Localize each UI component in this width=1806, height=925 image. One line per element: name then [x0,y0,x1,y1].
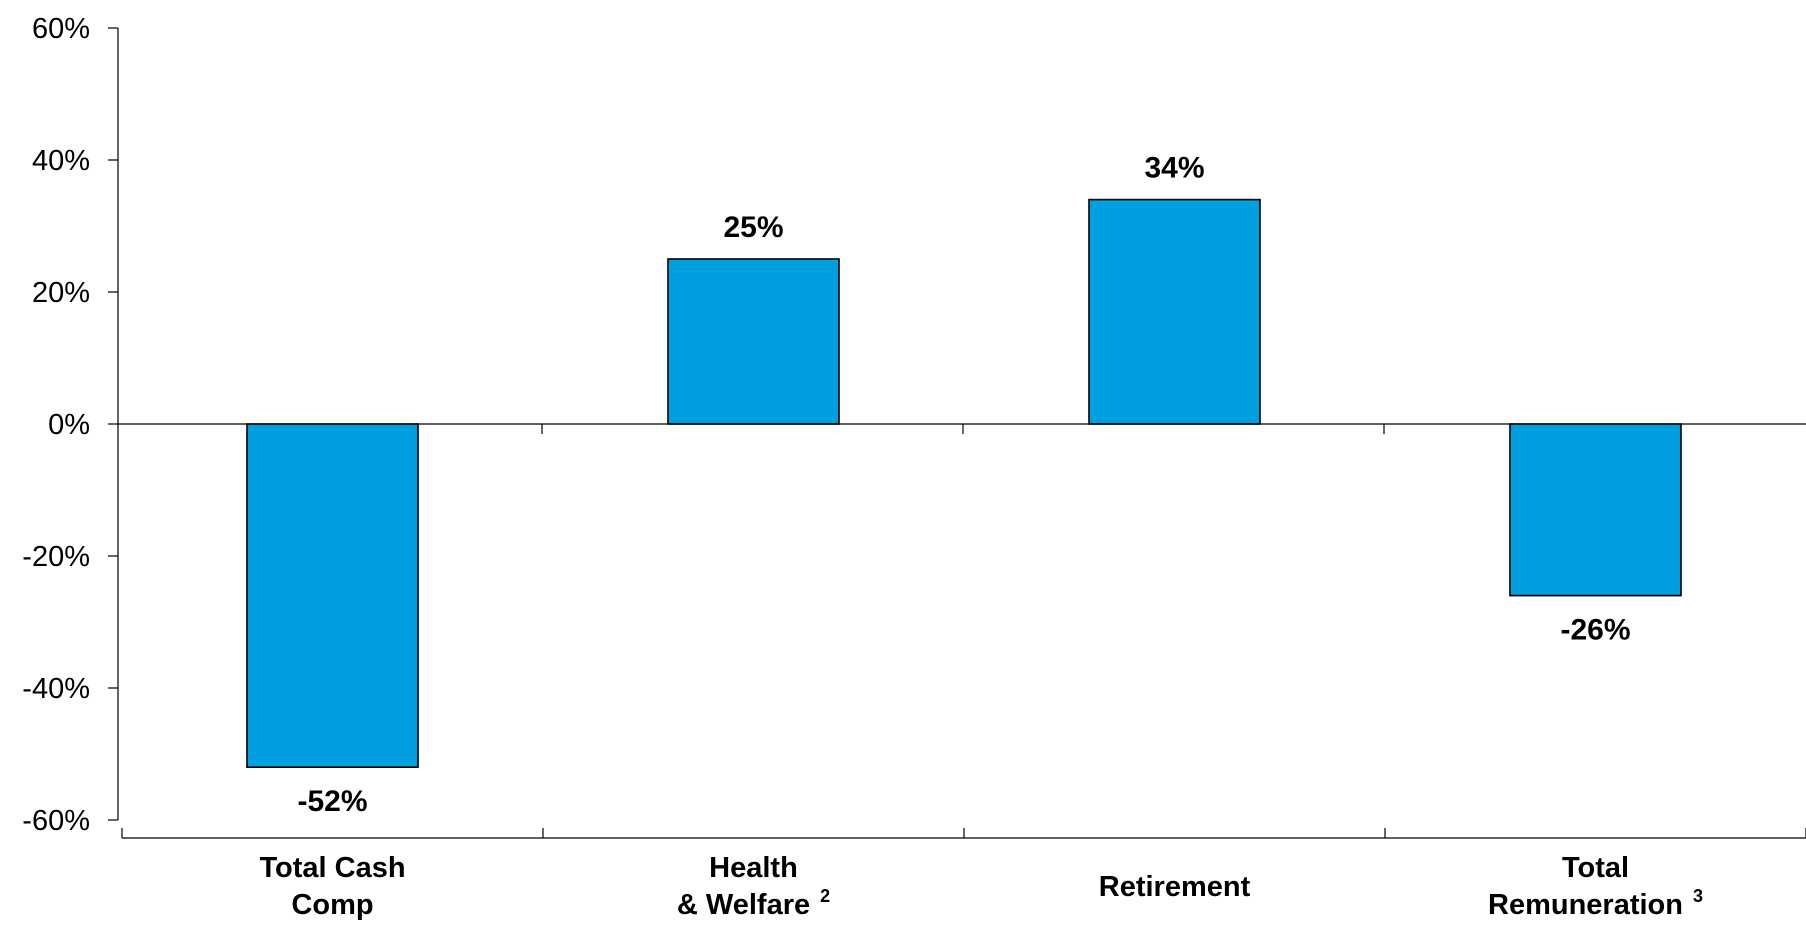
data-labels: -52% 25% 34% -26% [297,152,1630,819]
category-label-text: Retirement [1099,871,1251,903]
category-label-text: Remuneration [1488,889,1683,920]
y-tick-label: 20% [32,277,90,309]
y-tick-label: 0% [48,409,90,441]
bar [1088,198,1261,425]
footnote-superscript: 2 [820,886,830,906]
category-label-text: & Welfare [677,889,810,920]
category-label: Health [709,852,798,884]
bar [1509,423,1682,597]
category-label-text: Comp [291,889,373,920]
data-label: 34% [1144,152,1204,185]
bar [667,258,840,425]
category-label: & Welfare 2 [677,886,830,920]
data-label: 25% [723,211,783,244]
data-label: -52% [297,785,367,818]
bars [246,198,1682,769]
category-label: Retirement [1099,871,1251,903]
y-axis: 60% 40% 20% 0% -20% -40% -60% [22,13,119,837]
category-label: Remuneration 3 [1488,886,1703,920]
category-label: Total Cash [259,852,405,884]
footnote-superscript: 3 [1693,886,1703,906]
category-label-text: Health [709,852,798,884]
category-label: Total [1562,852,1629,884]
y-tick-label: 60% [32,13,90,45]
y-tick-label: -40% [22,673,90,705]
y-tick-label: -60% [22,805,90,837]
category-label-text: Total [1562,852,1629,884]
y-tick-label: 40% [32,145,90,177]
bar [246,423,419,769]
data-label: -26% [1560,614,1630,647]
category-label-text: Total Cash [259,852,405,884]
category-label: Comp [291,889,373,920]
zero-axis [118,423,1806,434]
category-labels: Total Cash Comp Health & Welfare 2 Retirement… [259,852,1703,921]
y-tick-label: -20% [22,541,90,573]
x-axis [121,828,1806,839]
